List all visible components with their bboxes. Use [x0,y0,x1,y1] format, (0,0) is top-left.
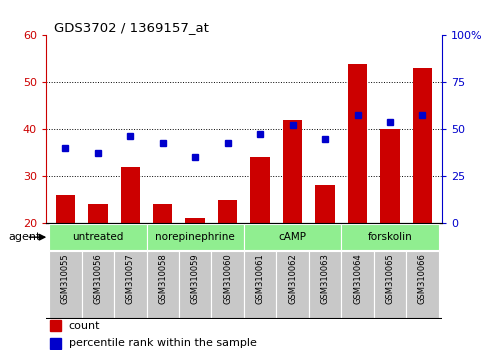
Text: GSM310062: GSM310062 [288,253,297,304]
Bar [315,185,335,223]
Bar [50,320,61,331]
Bar [49,251,82,319]
Bar [50,338,61,349]
Bar [179,251,212,319]
Bar [82,251,114,319]
Text: GSM310063: GSM310063 [321,253,329,304]
Bar [250,157,270,223]
Text: cAMP: cAMP [279,232,307,242]
Text: norepinephrine: norepinephrine [156,232,235,242]
Bar [413,68,432,223]
Bar [185,218,205,223]
Bar [218,200,238,223]
Bar [212,251,244,319]
Text: GSM310059: GSM310059 [191,253,199,304]
Text: percentile rank within the sample: percentile rank within the sample [69,338,257,348]
Text: untreated: untreated [72,232,124,242]
Bar [348,64,367,223]
Text: GSM310058: GSM310058 [158,253,167,304]
Bar [276,251,309,319]
Bar [244,224,341,250]
Text: forskolin: forskolin [368,232,412,242]
Bar [146,224,244,250]
Bar [341,251,374,319]
Bar [49,224,146,250]
Bar [146,251,179,319]
Text: GSM310064: GSM310064 [353,253,362,304]
Text: agent: agent [9,232,41,242]
Bar [114,251,146,319]
Text: GDS3702 / 1369157_at: GDS3702 / 1369157_at [54,21,209,34]
Text: GSM310057: GSM310057 [126,253,135,304]
Text: GSM310056: GSM310056 [93,253,102,304]
Bar [153,204,172,223]
Bar [244,251,276,319]
Bar [56,195,75,223]
Text: count: count [69,321,100,331]
Bar [406,251,439,319]
Bar [374,251,406,319]
Bar [121,167,140,223]
Bar [341,224,439,250]
Bar [380,129,400,223]
Text: GSM310065: GSM310065 [385,253,395,304]
Bar [309,251,341,319]
Text: GSM310060: GSM310060 [223,253,232,304]
Text: GSM310061: GSM310061 [256,253,265,304]
Bar [283,120,302,223]
Text: GSM310055: GSM310055 [61,253,70,304]
Text: GSM310066: GSM310066 [418,253,427,304]
Bar [88,204,108,223]
